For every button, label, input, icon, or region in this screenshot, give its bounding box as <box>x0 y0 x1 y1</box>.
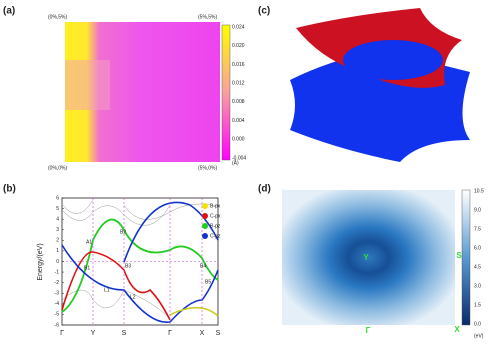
y-axis-label: Energy/(eV) <box>37 243 44 280</box>
legend-label: C-px <box>210 213 221 219</box>
x-tick-label: S <box>122 330 127 337</box>
colorbar <box>221 24 231 161</box>
heatmap-patch <box>65 60 110 110</box>
corner-label: (0%,5%) <box>48 14 68 20</box>
colorbar-tick-label: 0.0 <box>474 321 481 327</box>
unit-label: (Å) <box>232 159 239 166</box>
corner-label: (0%,0%) <box>48 165 68 171</box>
y-tick-label: 0 <box>56 259 59 265</box>
band-annotation: B5 <box>205 279 211 285</box>
colorbar <box>461 189 471 326</box>
colorbar-tick-label: 6.0 <box>474 245 481 251</box>
colorbar-tick-label: 0.000 <box>232 137 245 143</box>
legend-marker <box>202 213 208 219</box>
colorbar-tick-label: 10.5 <box>474 188 484 194</box>
colorbar-tick-label: 4.5 <box>474 264 481 270</box>
colorbar-tick-label: 0.004 <box>232 118 245 124</box>
panel-label: (c) <box>258 6 270 17</box>
band-gap-heatmap <box>282 190 455 325</box>
y-tick-label: -5 <box>55 312 60 318</box>
band-annotation: L1 <box>104 287 110 293</box>
band-annotation: B1 <box>84 265 90 271</box>
y-tick-label: 1 <box>56 248 59 254</box>
colorbar-tick-label: 3.0 <box>474 283 481 289</box>
y-tick-label: 6 <box>56 195 59 201</box>
y-tick-label: 3 <box>56 227 59 233</box>
colorbar-tick-label: 0.008 <box>232 99 245 105</box>
x-tick-label: Γ <box>168 330 172 337</box>
legend-marker <box>202 203 208 209</box>
colorbar-tick-label: 0.012 <box>232 80 245 86</box>
x-tick-label: X <box>200 330 205 337</box>
y-tick-label: -6 <box>55 322 60 328</box>
kpoint-label: X <box>454 325 460 334</box>
corner-label: (5%,0%) <box>198 165 218 171</box>
surface-intersection <box>343 40 443 80</box>
band-annotation: A1 <box>86 239 92 245</box>
colorbar-tick-label: 9.0 <box>474 207 481 213</box>
x-tick-label: S <box>216 330 221 337</box>
y-tick-label: -2 <box>55 280 60 286</box>
colorbar-tick-label: 0.024 <box>232 24 245 30</box>
corner-label: (5%,5%) <box>198 14 218 20</box>
y-tick-label: 5 <box>56 206 59 212</box>
band-annotation: B3 <box>125 263 131 269</box>
legend-label: B-px <box>210 203 221 209</box>
y-tick-label: 4 <box>56 216 59 222</box>
band-plot <box>61 197 219 326</box>
unit-label: (eV) <box>474 333 484 339</box>
kpoint-label: S <box>456 251 462 260</box>
band-b-pz <box>61 218 219 313</box>
colorbar-tick-label: 1.5 <box>474 302 481 308</box>
colorbar-tick-label: 7.5 <box>474 226 481 232</box>
band-annotation: L2 <box>130 294 136 300</box>
y-tick-label: -1 <box>55 269 60 275</box>
colorbar-tick-label: -0.004 <box>232 155 246 161</box>
y-tick-label: -4 <box>55 301 60 307</box>
y-tick-label: 2 <box>56 238 59 244</box>
kpoint-label: Γ <box>366 326 371 335</box>
y-tick-label: -3 <box>55 291 60 297</box>
legend-marker <box>202 223 208 229</box>
band-annotation: B4 <box>200 263 206 269</box>
legend-marker <box>202 233 208 239</box>
x-tick-label: Y <box>91 330 96 337</box>
x-tick-label: Γ <box>60 330 64 337</box>
band-c-px <box>61 251 171 321</box>
legend-label: B-pz <box>210 223 221 229</box>
kpoint-label: Y <box>363 253 369 262</box>
colorbar-tick-label: 0.016 <box>232 62 245 68</box>
legend-label: C-pz <box>210 233 221 239</box>
band-annotation: B2 <box>120 229 126 235</box>
band-b-px <box>169 306 219 317</box>
colorbar-tick-label: 0.020 <box>232 43 245 49</box>
panel-label: (b) <box>3 184 16 195</box>
panel-label: (d) <box>258 184 271 195</box>
band-c-pz-upper <box>123 201 219 263</box>
panel-label: (a) <box>3 6 15 17</box>
